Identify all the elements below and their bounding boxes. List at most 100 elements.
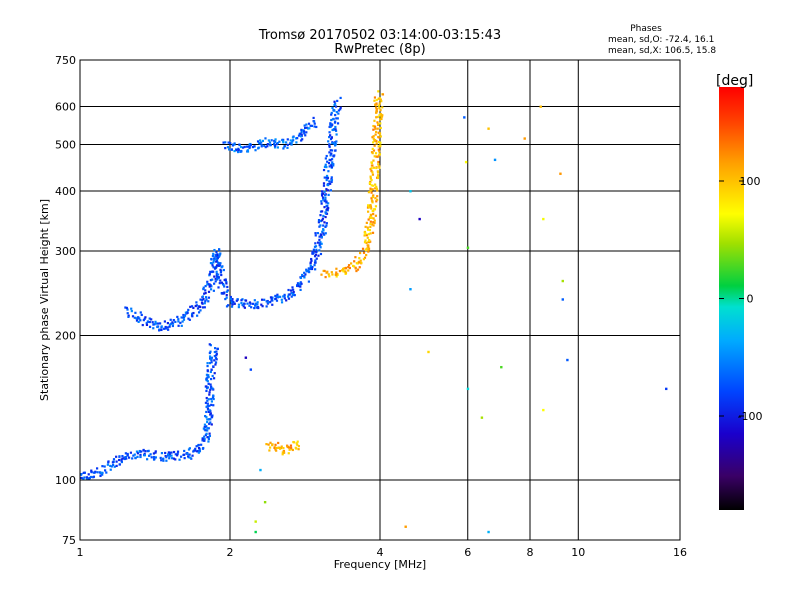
data-point (296, 137, 299, 140)
data-point (174, 320, 177, 323)
colorbar-tick-label: 100 (740, 175, 761, 188)
data-point (291, 140, 294, 143)
data-point (219, 268, 222, 271)
data-point (207, 374, 210, 377)
data-point (201, 306, 205, 309)
data-point (374, 103, 377, 106)
data-point (376, 127, 379, 130)
data-point (163, 320, 166, 323)
data-point (194, 447, 197, 450)
data-point (322, 198, 325, 201)
data-point (166, 326, 169, 329)
data-point (296, 284, 299, 287)
data-point (375, 200, 378, 203)
data-point (204, 284, 207, 288)
data-point (240, 301, 243, 305)
data-point (379, 126, 382, 130)
data-point (279, 295, 282, 298)
data-point (257, 147, 260, 150)
data-point (210, 377, 213, 381)
data-point (331, 161, 334, 164)
data-point (305, 123, 308, 126)
data-point (154, 456, 157, 459)
data-point (220, 266, 223, 269)
data-point (336, 122, 340, 125)
data-point (230, 301, 233, 304)
data-point (208, 361, 212, 365)
data-point (318, 242, 321, 245)
data-point (339, 96, 342, 100)
data-point (373, 208, 376, 211)
data-point (200, 301, 204, 304)
data-point (143, 454, 147, 457)
data-point (312, 251, 315, 254)
data-point (347, 266, 350, 269)
data-point (133, 453, 136, 456)
data-point (208, 409, 212, 412)
data-point (216, 264, 219, 267)
data-point (192, 311, 195, 315)
data-point (372, 135, 375, 138)
data-point (304, 273, 307, 276)
data-point (369, 189, 372, 192)
data-point (333, 100, 336, 103)
data-point (255, 306, 258, 309)
data-point (79, 473, 83, 476)
data-point (207, 418, 211, 421)
data-point (213, 350, 216, 354)
data-point (214, 254, 217, 257)
data-point (325, 224, 328, 227)
data-point (300, 128, 303, 131)
data-point (217, 263, 220, 266)
data-point (300, 139, 303, 142)
data-point (331, 118, 335, 121)
data-point (201, 439, 204, 442)
data-point (137, 317, 140, 320)
data-point (204, 289, 207, 292)
data-point (87, 473, 90, 476)
data-point (224, 279, 227, 282)
data-point (324, 196, 327, 199)
data-point (90, 469, 93, 472)
data-point (178, 458, 181, 461)
data-point (213, 248, 216, 252)
chart-title: Tromsø 20170502 03:14:00-03:15:43 (258, 28, 501, 43)
data-point (172, 319, 175, 322)
data-point (228, 148, 231, 151)
data-point (153, 323, 156, 326)
data-point (118, 458, 121, 462)
data-point (334, 129, 338, 132)
data-point (297, 134, 301, 137)
data-point (186, 455, 190, 458)
data-point (335, 140, 338, 143)
data-point (206, 436, 209, 439)
data-point (324, 157, 327, 160)
data-point (139, 453, 142, 457)
data-point (115, 460, 118, 463)
data-point (190, 314, 194, 317)
data-point (322, 229, 325, 232)
data-point (269, 441, 272, 444)
data-point (322, 184, 326, 187)
data-point (212, 261, 215, 264)
data-point (493, 158, 497, 162)
data-point (329, 134, 332, 137)
data-point (176, 315, 179, 319)
data-point (318, 244, 321, 247)
data-point (248, 304, 251, 307)
data-point (287, 295, 290, 298)
data-point (366, 236, 369, 239)
data-point (274, 144, 277, 148)
data-point (206, 364, 209, 368)
data-point (332, 128, 336, 131)
data-point (344, 266, 348, 270)
data-point (377, 163, 380, 166)
data-point (297, 445, 300, 448)
data-point (319, 219, 322, 223)
data-point (331, 142, 334, 145)
data-point (364, 248, 367, 252)
data-point (229, 295, 232, 299)
data-point (378, 97, 382, 100)
data-point (202, 439, 206, 442)
data-point (139, 311, 142, 314)
